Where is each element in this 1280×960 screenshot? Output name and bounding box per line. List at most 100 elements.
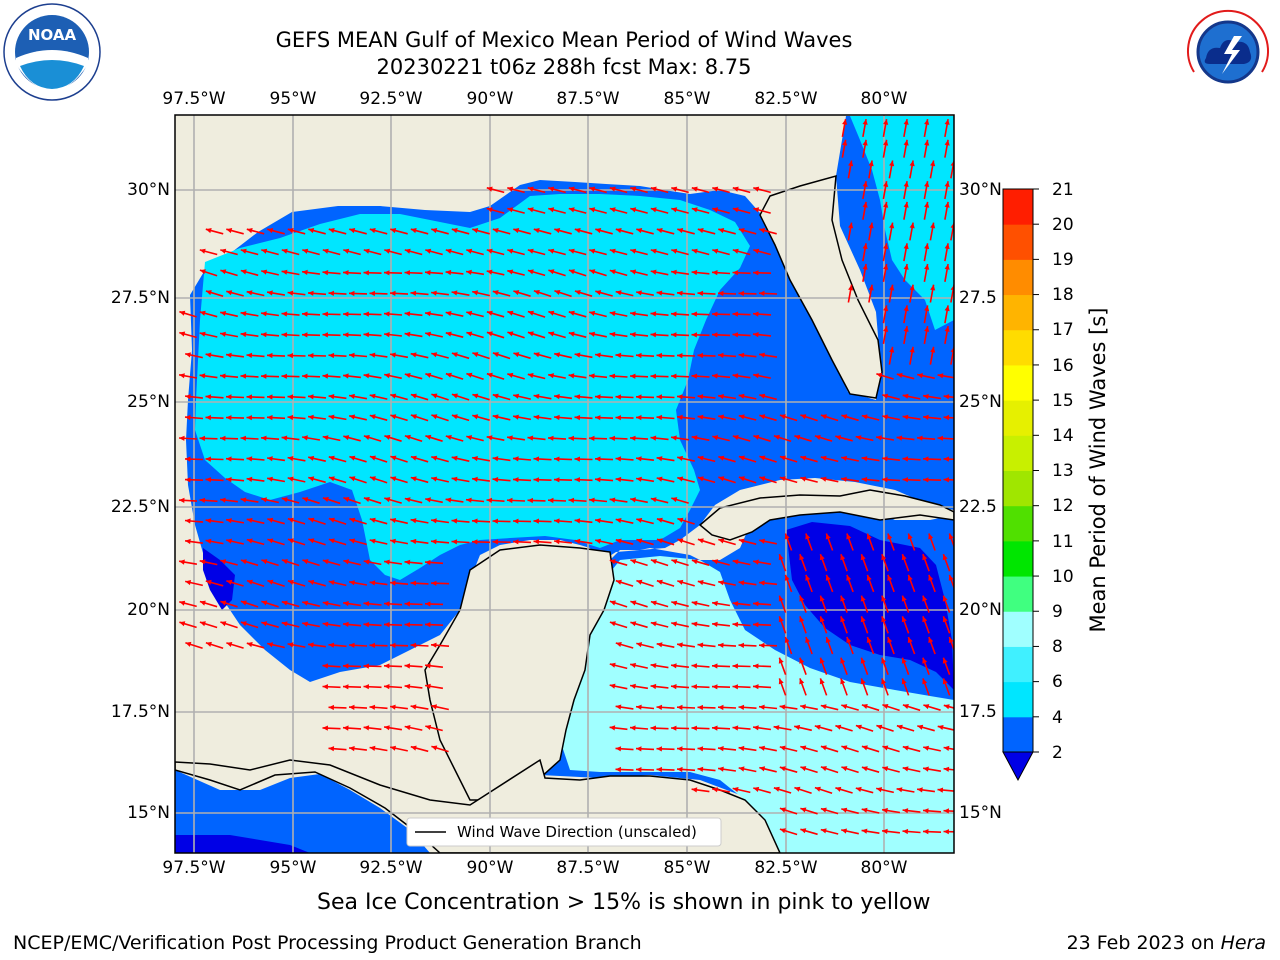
- wind-arrow-head: [363, 311, 369, 317]
- wind-arrow-head: [548, 435, 554, 441]
- wind-arrow-head: [466, 435, 473, 441]
- wind-arrow-head: [595, 290, 602, 296]
- wind-arrow-head: [907, 574, 913, 581]
- wind-arrow-head: [937, 373, 944, 379]
- wind-arrow-head: [369, 290, 375, 297]
- wind-arrow-head: [302, 559, 309, 565]
- wind-arrow-head: [425, 724, 432, 730]
- wind-arrow-head: [615, 352, 622, 358]
- wind-arrow-head: [281, 435, 288, 441]
- wind-arrow-head: [246, 476, 253, 482]
- wind-arrow-head: [819, 554, 825, 561]
- wind-arrow-head: [609, 600, 616, 606]
- footer-machine: Hera: [1220, 932, 1266, 954]
- wind-arrow-head: [410, 476, 417, 482]
- wind-arrow-head: [363, 270, 369, 276]
- wind-arrow-head: [431, 228, 438, 234]
- wind-arrow-head: [650, 248, 657, 254]
- wind-arrow-head: [779, 766, 786, 772]
- wind-arrow-head: [322, 373, 329, 379]
- wind-arrow-head: [287, 642, 294, 648]
- wind-arrow-head: [909, 160, 915, 167]
- wind-arrow-head: [308, 476, 315, 482]
- wind-arrow-head: [868, 222, 874, 229]
- wind-arrow-head: [486, 435, 493, 441]
- wind-arrow-head: [445, 435, 452, 440]
- colorbar-tick: 6: [1052, 672, 1063, 692]
- wind-arrow-head: [322, 270, 329, 276]
- wind-arrow-head: [671, 373, 677, 379]
- wind-arrow-head: [732, 311, 738, 317]
- wind-arrow-head: [226, 394, 232, 400]
- wind-arrow-head: [636, 538, 643, 544]
- wind-arrow-head: [261, 248, 268, 254]
- wind-arrow-head: [846, 574, 852, 581]
- wind-arrow-head: [779, 745, 786, 751]
- wind-arrow-head: [363, 559, 370, 565]
- wind-arrow-head: [595, 456, 601, 462]
- wind-arrow-head: [944, 305, 950, 312]
- wind-arrow-head: [882, 828, 888, 834]
- wind-arrow-head: [507, 497, 513, 504]
- wind-arrow-head: [636, 394, 642, 400]
- wind-arrow-head: [261, 269, 268, 275]
- wind-arrow-head: [773, 434, 780, 440]
- wind-arrow-head: [369, 414, 376, 420]
- wind-arrow-head: [712, 435, 719, 441]
- wind-arrow-head: [636, 415, 642, 421]
- wind-arrow-head: [896, 724, 903, 730]
- wind-arrow-head: [322, 559, 329, 565]
- wind-arrow-head: [759, 476, 766, 482]
- wind-arrow-head: [650, 497, 657, 503]
- wind-arrow-head: [930, 346, 936, 353]
- wind-arrow-head: [609, 269, 616, 275]
- wind-arrow-head: [486, 331, 493, 337]
- wind-arrow-head: [574, 352, 581, 358]
- wind-arrow-head: [924, 264, 930, 270]
- wind-arrow-head: [942, 554, 948, 561]
- wind-arrow-head: [800, 828, 807, 834]
- wind-arrow-head: [302, 269, 308, 275]
- wind-arrow-head: [753, 248, 760, 254]
- wind-arrow-head: [630, 683, 636, 689]
- wind-arrow-head: [179, 310, 186, 316]
- wind-arrow-head: [889, 284, 895, 291]
- wind-arrow-head: [179, 373, 185, 379]
- wind-arrow-head: [349, 704, 355, 710]
- wind-arrow-head: [732, 435, 739, 440]
- wind-arrow-head: [732, 621, 739, 628]
- wind-arrow-head: [425, 559, 431, 566]
- wind-arrow-head: [410, 745, 417, 751]
- wind-arrow-head: [384, 373, 390, 379]
- wind-arrow-head: [883, 119, 889, 125]
- wind-arrow-head: [472, 476, 478, 482]
- lat-tick-left: 30°N: [127, 180, 170, 200]
- wind-arrow-head: [507, 207, 514, 213]
- wind-arrow-head: [677, 455, 683, 461]
- wind-arrow-head: [486, 269, 493, 275]
- wind-arrow-head: [753, 186, 760, 192]
- wind-arrow-head: [492, 290, 499, 296]
- wind-arrow-head: [609, 373, 616, 379]
- wind-arrow-head: [246, 228, 253, 234]
- wind-arrow-head: [404, 622, 410, 628]
- wind-arrow-head: [943, 745, 950, 751]
- colorbar-tick: 11: [1052, 532, 1074, 552]
- wind-arrow-head: [527, 186, 534, 192]
- wind-arrow-head: [671, 332, 677, 338]
- wind-arrow-head: [205, 352, 212, 358]
- wind-arrow-head: [384, 497, 391, 503]
- wind-arrow-head: [860, 554, 866, 561]
- wind-arrow-head: [568, 269, 575, 275]
- wind-arrow-head: [784, 533, 790, 540]
- wind-arrow-head: [691, 663, 698, 669]
- wind-arrow-head: [240, 373, 247, 379]
- wind-arrow-head: [840, 616, 846, 623]
- wind-arrow-head: [609, 621, 616, 627]
- wind-arrow-head: [848, 284, 854, 291]
- wind-arrow-head: [861, 766, 868, 772]
- wind-arrow-head: [671, 186, 678, 192]
- wind-arrow-head: [630, 186, 637, 192]
- wind-arrow-head: [445, 248, 452, 254]
- lat-tick-right: 30°N: [959, 180, 1002, 200]
